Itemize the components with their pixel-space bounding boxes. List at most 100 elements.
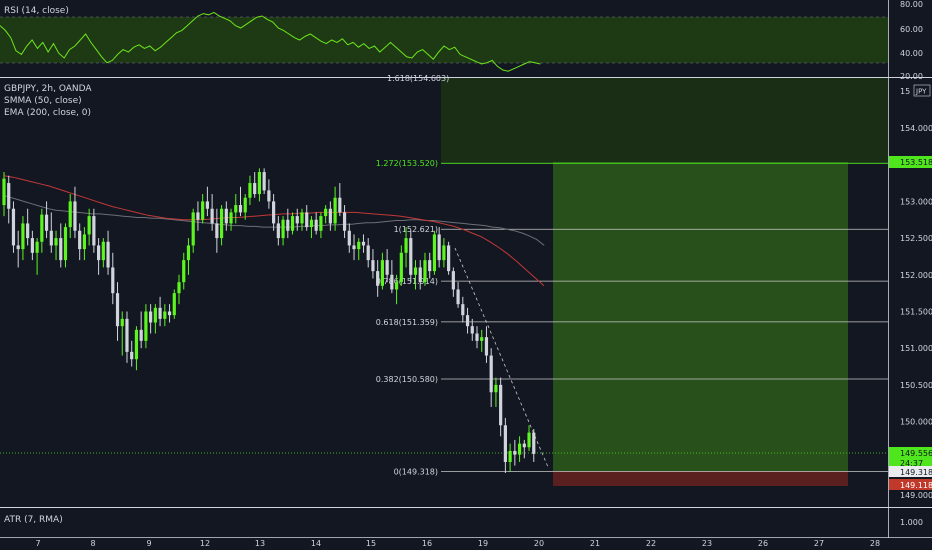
candle-body	[63, 227, 68, 261]
time-axis-label: 19	[478, 539, 488, 548]
candle-body	[177, 282, 181, 294]
fib-clipped-label: 1.618(154.603)	[387, 74, 449, 83]
candle-body	[215, 223, 219, 239]
price-tick: 150.000	[900, 418, 932, 427]
price-tick: 153.000	[900, 197, 932, 206]
candle-body	[186, 245, 191, 261]
candle-body	[234, 205, 238, 213]
stop-price-tag-text: 149.118	[900, 481, 932, 490]
time-axis-label: 26	[758, 539, 768, 548]
target-zone	[553, 162, 848, 471]
currency-badge[interactable]	[913, 84, 931, 97]
candle-body	[286, 219, 290, 231]
candle-body	[465, 315, 470, 327]
candle-body	[480, 337, 484, 341]
candle-body	[106, 241, 110, 268]
fib-retracement[interactable]: 1.272(153.520) 1(152.621) 0.786(151.914) 0.…	[376, 159, 888, 477]
candle-body	[35, 241, 39, 253]
candle-body	[527, 432, 531, 448]
candle-body	[30, 238, 34, 253]
candle-body	[300, 212, 304, 224]
candle-body	[290, 216, 295, 231]
candle-body	[238, 205, 243, 213]
candle-body	[499, 384, 503, 426]
price-tick: 150.500	[900, 381, 932, 390]
price-axis[interactable]: 154.000153.500153.000152.500152.000151.5…	[888, 0, 932, 538]
fib-level-label: 0.382(150.580)	[376, 375, 438, 384]
candle-body	[257, 172, 262, 195]
candle-body	[380, 260, 384, 286]
candle-body	[229, 212, 233, 224]
candle-body	[163, 311, 167, 319]
projection-line	[454, 247, 549, 468]
candle-body	[276, 223, 280, 239]
candle-body	[409, 238, 413, 275]
time-axis-label: 28	[870, 539, 880, 548]
current-price-tag-text: 149.556	[900, 449, 932, 458]
candle-body	[328, 208, 332, 224]
candle-body	[461, 304, 465, 316]
entry-price-tag-text: 149.318	[900, 468, 932, 477]
rsi-pane: RSI (14, close) 80.00 60.00 40.00 20.00	[0, 0, 923, 81]
candle-body	[182, 260, 186, 283]
candle-body	[494, 384, 498, 393]
candle-body	[314, 219, 318, 231]
candle-body	[470, 326, 474, 334]
candle-body	[44, 214, 49, 231]
candle-body	[125, 318, 129, 352]
candle-body	[243, 197, 247, 213]
candle-body	[167, 311, 172, 316]
price-tick: 154.000	[900, 124, 932, 133]
target-price-tag	[889, 156, 932, 168]
candle-body	[489, 355, 493, 393]
atr-tick: 1.000	[900, 518, 923, 527]
candle-body	[16, 245, 20, 250]
candle-body	[522, 443, 526, 448]
time-axis-label: 8	[90, 539, 95, 548]
candle-body	[394, 282, 399, 290]
candle-body	[2, 178, 6, 206]
candle-body	[101, 241, 105, 261]
rsi-tick-80: 80.00	[900, 0, 923, 9]
candle-body	[210, 208, 214, 224]
candle-body	[517, 443, 522, 455]
candle-body	[432, 234, 437, 272]
time-axis-label: 21	[590, 539, 600, 548]
candle-body	[253, 183, 257, 195]
candle-body	[295, 216, 299, 224]
candle-body	[21, 223, 25, 250]
candle-body	[73, 201, 77, 231]
countdown-tag-text: 24:37	[900, 459, 923, 468]
price-tick: 151.000	[900, 344, 932, 353]
candle-body	[205, 201, 209, 209]
candle-body	[130, 351, 134, 360]
candle-body	[508, 450, 512, 462]
rsi-label: RSI (14, close)	[4, 6, 69, 16]
candle-body	[399, 252, 403, 283]
candle-body	[442, 245, 446, 261]
candle-body	[309, 219, 314, 228]
rsi-line	[0, 11, 541, 72]
candle-body	[153, 307, 157, 323]
candle-body	[447, 245, 451, 272]
candle-body	[390, 274, 394, 290]
time-axis[interactable]: 7 8 9 12 13 14 15 16 19 20 21 22 23 26 27 28	[35, 539, 880, 548]
time-axis-label: 12	[200, 539, 210, 548]
rsi-tick-20: 20.00	[900, 72, 923, 81]
candle-body	[219, 208, 224, 239]
time-axis-label: 9	[146, 539, 151, 548]
time-axis-label: 7	[35, 539, 40, 548]
candle-body	[319, 216, 323, 231]
candle-body	[224, 208, 228, 224]
candle-body	[324, 208, 328, 217]
candle-body	[149, 311, 153, 323]
candle-body	[385, 260, 389, 275]
candle-body	[262, 172, 266, 191]
candle-body	[120, 318, 124, 327]
price-tick: 151.500	[900, 308, 932, 317]
fib-level-label: 1.272(153.520)	[376, 159, 438, 168]
time-axis-label: 20	[534, 539, 544, 548]
candle-body	[7, 183, 11, 209]
time-axis-label: 16	[422, 539, 432, 548]
